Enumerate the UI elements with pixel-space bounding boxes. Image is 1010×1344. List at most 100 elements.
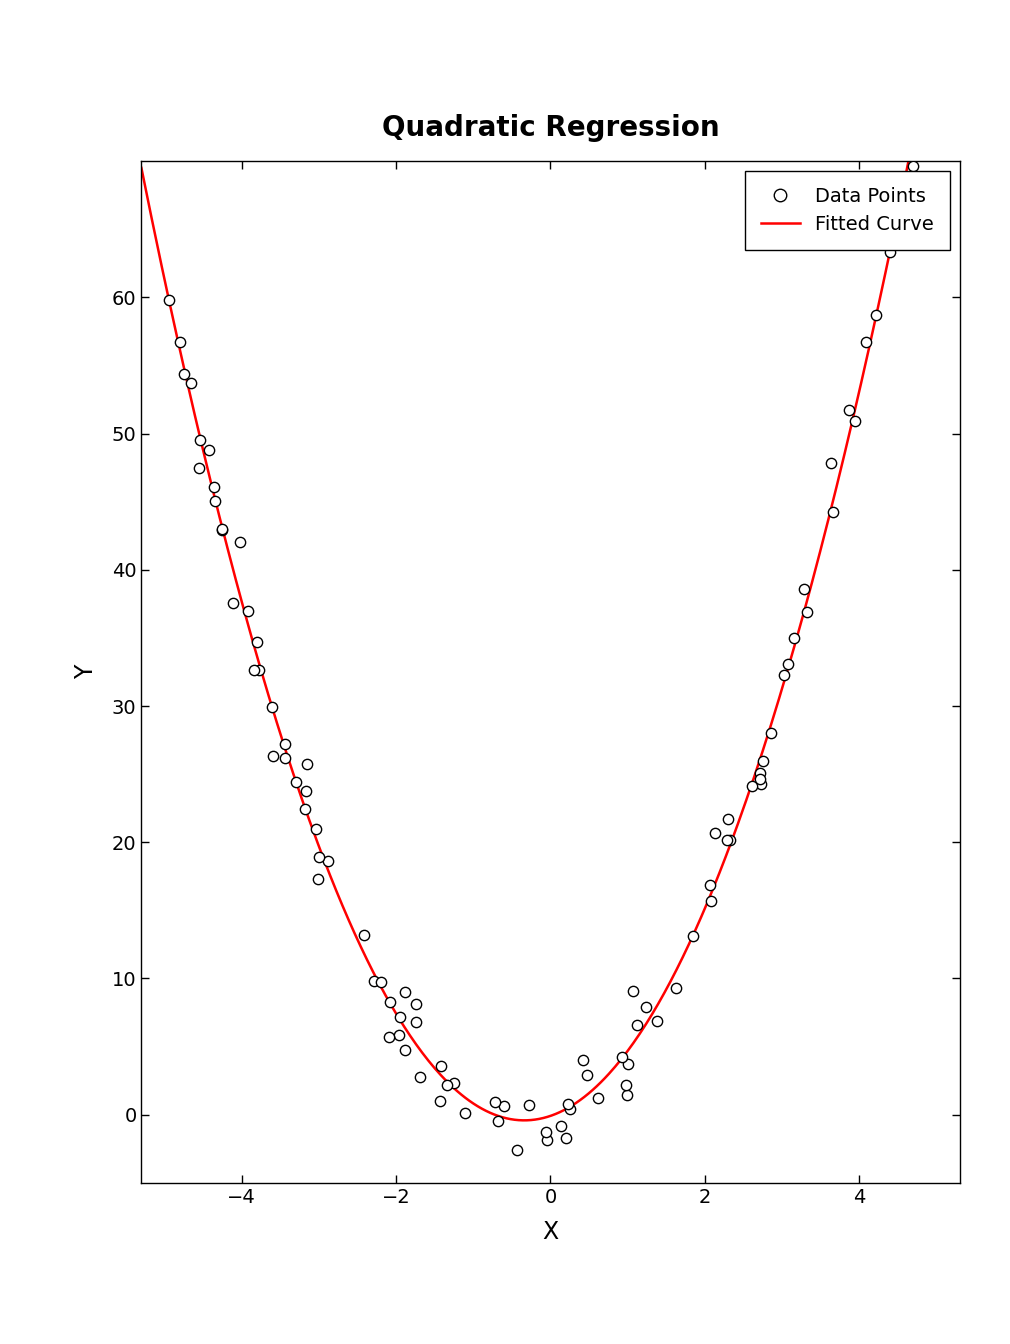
Point xyxy=(487,1091,503,1113)
Point xyxy=(173,332,189,353)
Point xyxy=(308,818,324,840)
X-axis label: X: X xyxy=(542,1220,559,1245)
Point xyxy=(781,653,797,675)
Point xyxy=(382,992,398,1013)
Point xyxy=(576,1050,592,1071)
Point xyxy=(707,821,723,843)
Point xyxy=(751,762,768,784)
Point xyxy=(763,722,779,743)
Point xyxy=(408,993,424,1015)
Point xyxy=(490,1110,506,1132)
Point xyxy=(754,750,771,771)
Y-axis label: Y: Y xyxy=(74,665,98,679)
Point xyxy=(225,593,241,614)
Point xyxy=(161,289,177,310)
Point xyxy=(882,241,898,262)
Point xyxy=(618,1075,634,1097)
Point xyxy=(918,44,934,66)
Point xyxy=(890,210,906,231)
Point xyxy=(250,659,267,680)
Point xyxy=(397,981,413,1003)
Point xyxy=(905,156,921,177)
Point xyxy=(841,399,857,421)
Point xyxy=(905,122,921,144)
Point xyxy=(433,1055,449,1077)
Point xyxy=(558,1128,574,1149)
Point xyxy=(521,1094,537,1116)
Point xyxy=(868,305,884,327)
Point xyxy=(277,747,293,769)
Point xyxy=(320,849,336,871)
Point xyxy=(366,970,382,992)
Point xyxy=(858,331,875,352)
Point xyxy=(579,1064,595,1086)
Point xyxy=(381,1027,397,1048)
Point xyxy=(825,501,841,523)
Point xyxy=(392,1005,408,1027)
Point xyxy=(232,532,248,554)
Point xyxy=(245,660,262,681)
Point xyxy=(266,746,282,767)
Point xyxy=(786,628,802,649)
Point xyxy=(847,410,864,431)
Point xyxy=(721,829,737,851)
Point xyxy=(214,519,230,540)
Point xyxy=(618,1085,634,1106)
Point xyxy=(214,519,230,540)
Point xyxy=(311,845,327,867)
Point xyxy=(799,601,815,622)
Point xyxy=(265,696,281,718)
Point xyxy=(407,1012,423,1034)
Point xyxy=(620,1054,636,1075)
Point xyxy=(192,429,208,450)
Point xyxy=(391,1024,407,1046)
Point xyxy=(702,874,718,895)
Point xyxy=(288,771,304,793)
Point xyxy=(299,753,315,774)
Point xyxy=(191,457,207,478)
Point xyxy=(183,372,199,394)
Point xyxy=(719,829,735,851)
Point xyxy=(537,1121,553,1142)
Point xyxy=(562,1099,578,1121)
Point xyxy=(685,925,701,946)
Point xyxy=(637,997,653,1019)
Point xyxy=(590,1087,606,1109)
Point xyxy=(776,665,792,687)
Point xyxy=(614,1046,630,1067)
Point xyxy=(822,453,838,474)
Point xyxy=(560,1094,576,1116)
Point xyxy=(538,1130,554,1152)
Point xyxy=(796,578,812,599)
Title: Quadratic Regression: Quadratic Regression xyxy=(382,114,719,142)
Point xyxy=(752,773,769,794)
Point xyxy=(628,1015,644,1036)
Point xyxy=(277,734,293,755)
Point xyxy=(496,1095,512,1117)
Point xyxy=(751,767,768,789)
Point xyxy=(297,798,313,820)
Point xyxy=(298,780,314,801)
Point xyxy=(445,1071,462,1093)
Point xyxy=(310,868,326,890)
Point xyxy=(374,970,390,992)
Point xyxy=(397,1039,413,1060)
Point xyxy=(889,211,905,233)
Point xyxy=(508,1140,524,1161)
Point xyxy=(743,775,760,797)
Legend: Data Points, Fitted Curve: Data Points, Fitted Curve xyxy=(745,171,949,250)
Point xyxy=(412,1066,428,1087)
Point xyxy=(553,1114,570,1136)
Point xyxy=(239,599,256,621)
Point xyxy=(902,194,918,215)
Point xyxy=(439,1074,456,1095)
Point xyxy=(205,476,221,497)
Point xyxy=(668,977,684,999)
Point xyxy=(207,491,223,512)
Point xyxy=(201,439,217,461)
Point xyxy=(432,1091,448,1113)
Point xyxy=(457,1102,473,1124)
Point xyxy=(625,980,641,1001)
Point xyxy=(703,890,719,911)
Point xyxy=(719,808,735,829)
